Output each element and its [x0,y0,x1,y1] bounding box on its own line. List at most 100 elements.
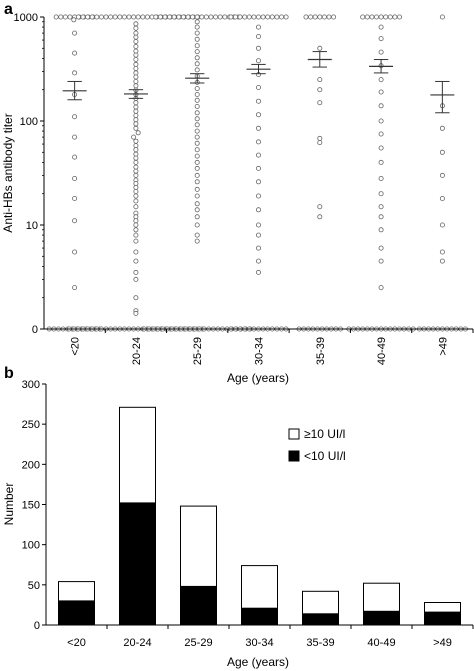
panel-b-x-tick-label: 30-34 [245,637,273,649]
panel-a-x-tick-label: 20-24 [131,337,143,365]
panel-a-data-point [378,118,384,124]
panel-a-data-point [153,14,159,20]
panel-b-bar-25-29-series-0 [180,585,217,626]
panel-a-data-point [255,45,261,51]
panel-a-data-point [135,130,141,136]
panel-a-data-point [133,198,139,204]
panel-a-data-point [317,87,323,93]
panel-a-data-point [439,172,445,178]
panel-a-data-point [194,30,200,36]
panel-b-legend-label: ≥10 UI/l [304,427,345,441]
panel-a-data-point [157,14,163,20]
panel-a-data-point [133,249,139,255]
panel-b-legend-swatch [288,428,300,440]
panel-a-data-point [260,14,266,20]
panel-a-data-point [255,125,261,131]
panel-a-data-point [167,14,173,20]
panel-a-data-point [72,134,78,140]
panel-a-data-point [72,154,78,160]
panel-b-x-tick-label: <20 [67,637,86,649]
panel-b-bar-25-29-series-1 [180,505,217,587]
panel-a-data-point [317,14,323,20]
panel-b-x-tick-label: 20-24 [123,637,151,649]
panel-a-data-point [133,108,139,114]
panel-a-data-point [133,310,139,316]
panel-a-data-point [72,249,78,255]
panel-a-data-point [321,14,327,20]
panel-a-data-point [194,159,200,165]
panel-a-data-point [133,34,139,40]
panel-a-data-point [117,14,123,20]
panel-a-data-point [255,179,261,185]
panel-a-data-point [255,139,261,145]
panel-a-data-point [194,49,200,55]
panel-a-data-point [194,116,200,122]
panel-a-data-point [194,19,200,25]
panel-a-data-point [72,195,78,201]
panel-a-data-point [53,14,59,20]
panel-a-data-point [194,165,200,171]
panel-a-data-point [194,110,200,116]
panel-b-y-tick-label: 200 [22,459,40,471]
panel-b-x-tick-label: >49 [433,637,452,649]
panel-a-data-point [255,98,261,104]
panel-a-data-point [133,138,139,144]
panel-a-data-point [439,249,445,255]
panel-a-data-point [255,222,261,228]
panel-b-y-tick-label: 150 [22,500,40,512]
panel-a-data-point [133,218,139,224]
panel-a-data-point [373,14,379,20]
panel-b-y-tick-label: 250 [22,419,40,431]
panel-a-data-point [133,227,139,233]
panel-a-data-point [194,92,200,98]
panel-a-data-point [317,45,323,51]
panel-a-data-point [112,14,118,20]
panel-b-legend: ≥10 UI/l <10 UI/l [288,427,346,463]
panel-a-data-point [378,131,384,137]
panel-b-bar-20-series-0 [58,600,95,626]
panel-a-data-point [387,14,393,20]
panel-a-data-point [72,175,78,181]
panel-a-x-axis-title: Age (years) [227,371,289,385]
panel-a-data-point [133,117,139,123]
panel-a-data-point [131,14,137,20]
panel-a-data-point [133,104,139,110]
panel-a-data-point [194,128,200,134]
panel-a-data-point [194,232,200,238]
panel-a-data-point [194,238,200,244]
panel-a-data-point [171,14,177,20]
panel-a-data-point [378,14,384,20]
panel-a-data-point [67,14,73,20]
panel-a-data-point [133,269,139,275]
panel-a-data-point [72,50,78,56]
panel-a-data-point [133,48,139,54]
panel-a-y-tick-label: 100 [20,116,38,128]
panel-a-data-point [255,165,261,171]
panel-a-data-point [71,17,77,23]
panel-a-data-point [255,34,261,40]
panel-a-data-point [133,113,139,119]
panel-a-data-point [255,112,261,118]
panel-b-bar-35-39-series-1 [302,590,339,615]
panel-a-data-point [62,14,68,20]
panel-a-data-point [133,276,139,282]
panel-a-data-point [255,85,261,91]
panel-a-data-point [194,153,200,159]
panel-a-data-point [232,14,238,20]
panel-b-x-tick-label: 35-39 [306,637,334,649]
panel-a-data-point [199,14,205,20]
panel-a-y-tick-label: 0 [32,324,38,336]
panel-a-data-point [194,43,200,49]
panel-a-data-point [378,258,384,264]
panel-a-label: a [4,1,13,18]
panel-a-marks [46,14,468,332]
panel-a-data-point [133,52,139,58]
panel-a-data-point [194,207,200,213]
panel-a-data-point [439,195,445,201]
panel-a-data-point [133,172,139,178]
panel-a-data-point [135,14,141,20]
panel-a-data-point [194,186,200,192]
panel-a-data-point [133,184,139,190]
panel-a-data-point [72,218,78,224]
panel-a-data-point [126,14,132,20]
